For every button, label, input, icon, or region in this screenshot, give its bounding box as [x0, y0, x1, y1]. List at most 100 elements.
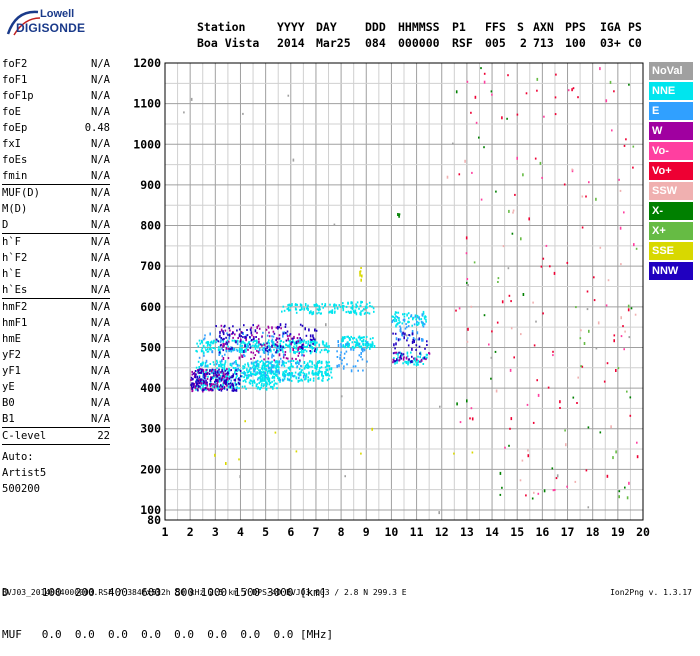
data-point-e [405, 323, 407, 326]
data-point-e [396, 316, 399, 319]
data-point-nne [263, 383, 265, 387]
data-point-nnw [223, 387, 225, 390]
data-point-noval [587, 506, 590, 509]
data-point-nne [245, 347, 248, 350]
data-point-ssw [597, 321, 600, 325]
legend-item-nnw: NNW [649, 262, 693, 280]
data-point-vo [566, 261, 569, 264]
data-point-nne [272, 341, 275, 345]
data-point-w [220, 328, 223, 332]
param-name: yE [2, 381, 15, 393]
data-point-e [221, 355, 224, 358]
param-row: foE N/A [2, 104, 110, 120]
data-point-nne [289, 366, 291, 370]
data-point-nne [293, 350, 295, 354]
data-point-vo [536, 89, 538, 92]
data-point-w [221, 376, 224, 379]
data-point-nne [365, 347, 368, 349]
data-point-nne [247, 364, 250, 368]
data-point-nnw [302, 346, 304, 350]
data-point-nne [315, 373, 318, 376]
data-point-w [268, 335, 271, 338]
data-point-nne [309, 351, 312, 355]
data-point-nne [346, 335, 348, 338]
data-point-nnw [239, 375, 242, 378]
data-point-nne [414, 357, 417, 361]
data-point-nnw [259, 343, 262, 346]
data-point-w [261, 344, 263, 347]
data-point-vo [508, 294, 511, 297]
data-point-nne [260, 371, 262, 373]
data-point-nne [349, 311, 351, 313]
data-point-nne [277, 368, 280, 371]
data-point-nne [262, 368, 264, 371]
param-row: D N/A [2, 217, 110, 233]
data-point-nne [403, 320, 406, 323]
legend-item-nne: NNE [649, 82, 693, 100]
data-point-nne [253, 364, 256, 367]
data-point-e [406, 337, 409, 340]
data-point-nnw [228, 377, 231, 380]
data-point-nne [413, 363, 415, 366]
data-point-nne [218, 379, 221, 383]
data-point-nne [302, 341, 305, 344]
auto-line-2: Artist5 [2, 467, 47, 479]
data-point-w [191, 370, 193, 373]
data-point-nne [357, 336, 360, 339]
data-point-nne [360, 310, 362, 313]
data-point-vo [501, 116, 503, 120]
data-point-nne [229, 362, 232, 365]
data-point-e [267, 353, 269, 356]
data-point-nne [227, 345, 229, 348]
data-point-nne [205, 349, 207, 351]
x-tick-label: 2 [187, 525, 194, 539]
data-point-e [205, 359, 208, 363]
x-tick-label: 16 [535, 525, 549, 539]
data-point-nne [262, 347, 265, 349]
data-point-nne [296, 350, 298, 353]
data-point-nnw [301, 344, 304, 347]
data-point-nne [232, 366, 235, 369]
data-point-nne [364, 343, 367, 347]
data-point-w [287, 357, 289, 360]
data-point-e [288, 378, 290, 381]
data-point-x [575, 306, 577, 309]
data-point-x [466, 281, 468, 284]
data-point-e [255, 360, 257, 364]
data-point-e [236, 343, 239, 346]
data-point-nne [331, 312, 333, 314]
data-point-nne [287, 308, 290, 312]
data-point-nne [419, 356, 421, 359]
x-tick-label: 8 [338, 525, 345, 539]
data-point-nnw [221, 385, 223, 388]
data-point-nnw [396, 358, 398, 362]
data-point-nne [286, 372, 289, 376]
data-point-nne [321, 373, 323, 377]
data-point-nne [273, 383, 275, 387]
data-point-nnw [218, 368, 220, 371]
data-point-nne [274, 370, 277, 374]
data-point-e [340, 344, 342, 348]
data-point-nnw [426, 344, 428, 346]
data-point-nnw [279, 323, 282, 327]
data-point-nne [360, 345, 363, 348]
data-point-e [282, 353, 285, 357]
data-point-nne [289, 309, 292, 312]
data-point-nne [315, 303, 318, 306]
data-point-nne [285, 371, 287, 373]
data-point-w [295, 358, 297, 361]
data-point-nne [250, 371, 252, 375]
data-point-w [392, 361, 394, 364]
data-point-nnw [418, 345, 421, 348]
y-tick-label: 700 [140, 259, 161, 273]
data-point-e [343, 352, 346, 355]
data-point-nne [208, 344, 211, 346]
data-point-x [478, 136, 480, 139]
data-point-sse [360, 267, 362, 269]
data-point-w [206, 383, 209, 387]
data-point-nnw [197, 389, 199, 392]
data-point-nnw [402, 353, 405, 356]
data-point-ssw [581, 195, 584, 198]
x-tick-label: 19 [611, 525, 625, 539]
data-point-w [250, 351, 252, 354]
